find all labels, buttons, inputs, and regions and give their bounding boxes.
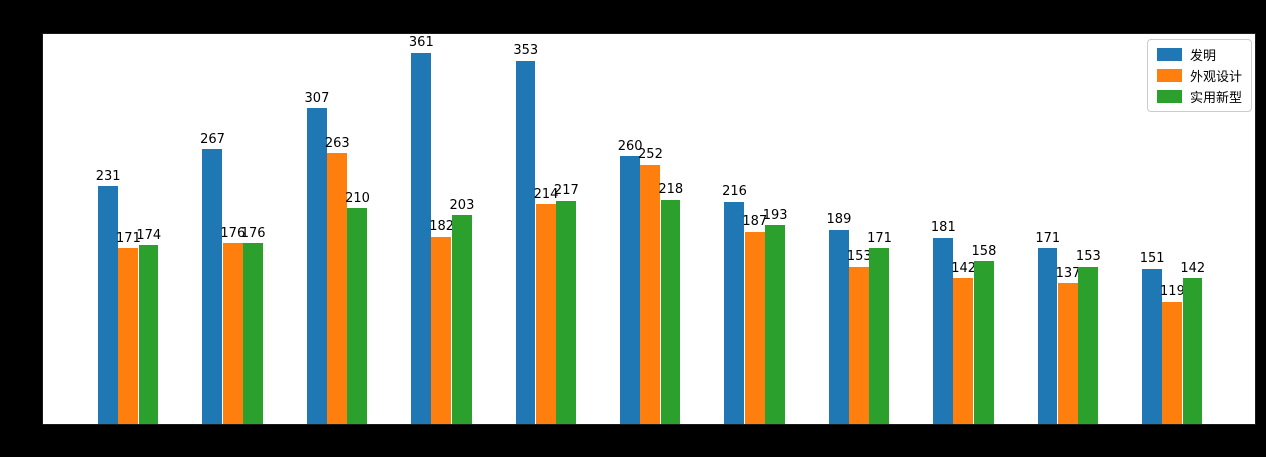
bar-series3-group10 <box>1078 266 1099 424</box>
bar-series3-group7 <box>764 225 785 424</box>
bar-series1-group9 <box>933 237 954 424</box>
bar-group-4: 361 182 203 <box>408 34 475 424</box>
legend-swatch-blue-icon <box>1156 48 1182 61</box>
bar-value-label: 153 <box>846 249 872 265</box>
bar-series1-group2 <box>202 149 223 424</box>
bar-group-3: 307 263 210 <box>304 34 370 424</box>
bar-value-label: 203 <box>449 197 475 213</box>
bar-group-11: 151 119 142 <box>1139 34 1206 424</box>
bar-value-label: 187 <box>742 214 768 230</box>
legend: 发明 外观设计 实用新型 <box>1146 39 1252 112</box>
bar-value-label: 263 <box>324 136 350 152</box>
bar-series2-group2 <box>222 242 243 424</box>
bar-value-label: 171 <box>867 230 892 246</box>
bar-value-label: 119 <box>1160 284 1185 300</box>
bar-series2-group1 <box>118 248 139 424</box>
legend-label: 实用新型 <box>1189 91 1242 106</box>
bar-series1-group4 <box>411 52 432 424</box>
bar-value-label: 182 <box>429 219 455 235</box>
bar-group-5: 353 214 217 <box>513 34 579 424</box>
bar-value-label: 151 <box>1139 251 1165 267</box>
bar-group-10: 171 137 153 <box>1035 34 1101 424</box>
bar-value-label: 231 <box>95 169 121 184</box>
legend-swatch-orange-icon <box>1156 69 1182 82</box>
bar-group-2: 267 176 176 <box>200 34 266 424</box>
bar-series2-group11 <box>1162 301 1183 424</box>
bar-value-label: 218 <box>658 182 684 198</box>
bar-group-9: 181 142 158 <box>930 34 997 424</box>
bar-value-label: 174 <box>136 227 162 243</box>
bar-value-label: 171 <box>116 230 141 246</box>
bar-value-label: 171 <box>1035 230 1061 246</box>
bar-group-6: 260 252 218 <box>617 34 684 424</box>
bar-series3-group11 <box>1182 277 1203 424</box>
bar-series3-group4 <box>451 215 472 424</box>
bar-value-label: 176 <box>240 225 266 241</box>
bar-value-label: 137 <box>1055 265 1081 281</box>
bar-series3-group8 <box>869 248 890 424</box>
bar-value-label: 142 <box>951 260 977 276</box>
bar-series2-group7 <box>744 231 765 424</box>
bar-value-label: 176 <box>220 225 246 241</box>
bar-series2-group6 <box>640 164 661 424</box>
bar-group-7: 216 187 193 <box>722 34 788 424</box>
bar-series2-group4 <box>431 236 452 424</box>
bar-value-label: 307 <box>304 90 330 106</box>
bar-series1-group6 <box>620 156 640 424</box>
legend-item-famin: 发明 <box>1156 46 1242 64</box>
legend-label: 发明 <box>1189 49 1216 64</box>
bar-value-label: 181 <box>930 220 956 236</box>
legend-item-design: 外观设计 <box>1156 67 1242 85</box>
bar-group-8: 189 153 171 <box>826 34 892 424</box>
bar-value-label: 210 <box>345 190 370 206</box>
bar-series2-group10 <box>1057 283 1078 424</box>
bar-value-label: 142 <box>1180 260 1206 276</box>
legend-label: 外观设计 <box>1189 70 1242 85</box>
plot-area: 231 171 174 267 176 176 307 263 210 361 182 203 353 2… <box>42 33 1256 425</box>
bar-series2-group8 <box>849 266 869 424</box>
bar-series3-group6 <box>660 199 681 424</box>
bar-value-label: 153 <box>1075 249 1101 265</box>
bar-value-label: 158 <box>971 244 997 260</box>
bar-series2-group3 <box>327 153 347 424</box>
bar-series1-group1 <box>98 186 118 424</box>
bar-series1-group5 <box>515 60 536 424</box>
bar-series1-group7 <box>724 201 745 424</box>
bar-series1-group10 <box>1037 248 1058 424</box>
bar-series3-group5 <box>556 200 577 424</box>
bar-value-label: 267 <box>200 131 225 147</box>
bar-series1-group11 <box>1142 268 1162 424</box>
bar-value-label: 214 <box>533 186 559 202</box>
bar-value-label: 252 <box>638 147 663 163</box>
bar-series2-group9 <box>953 277 974 424</box>
bar-value-label: 189 <box>826 212 852 228</box>
bar-value-label: 217 <box>553 183 579 199</box>
bar-value-label: 260 <box>617 139 643 155</box>
bar-value-label: 361 <box>408 35 434 51</box>
bar-series3-group2 <box>242 242 263 424</box>
bar-series2-group5 <box>535 203 556 424</box>
bar-series3-group9 <box>973 261 994 424</box>
bars-container: 231 171 174 267 176 176 307 263 210 361 182 203 353 2… <box>43 34 1255 424</box>
legend-swatch-green-icon <box>1156 90 1182 103</box>
bar-series1-group3 <box>306 108 327 424</box>
bar-value-label: 216 <box>722 184 747 200</box>
bar-series3-group3 <box>347 207 368 424</box>
legend-item-utility: 实用新型 <box>1156 88 1242 106</box>
bar-value-label: 193 <box>762 208 788 224</box>
bar-series3-group1 <box>138 244 159 424</box>
bar-group-1: 231 171 174 <box>95 34 162 424</box>
bar-value-label: 353 <box>513 43 539 59</box>
bar-series1-group8 <box>828 229 849 424</box>
